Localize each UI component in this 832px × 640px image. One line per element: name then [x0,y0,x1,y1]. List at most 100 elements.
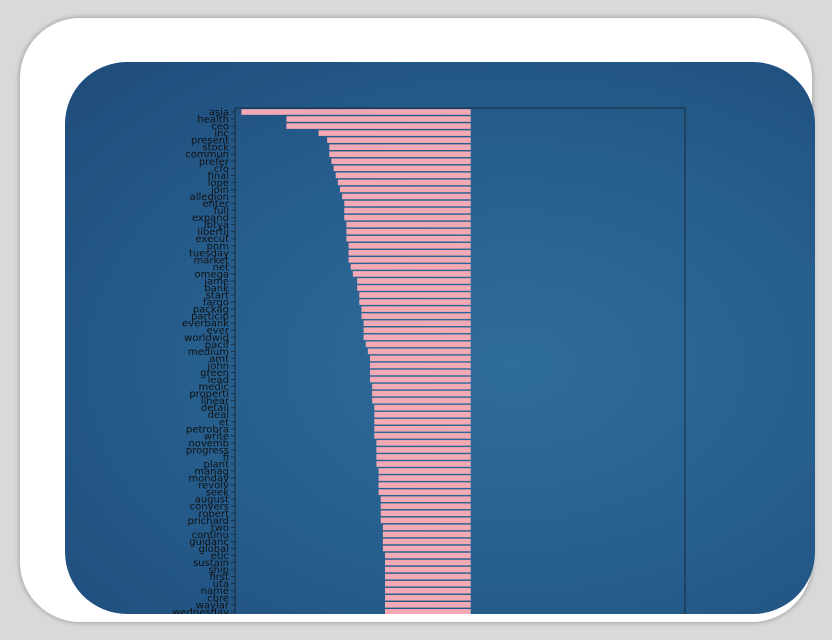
y-tick-label: present [191,136,229,147]
bar-august [380,496,471,502]
y-tick-label: uta [213,579,229,590]
y-tick-label: ship [208,565,229,576]
y-tick-label: prichard [188,516,229,527]
y-tick-label: everbank [182,319,229,330]
y-tick-label: john [206,361,229,372]
bar-chart: asiahealthceoincpresentstockcommunprefer… [172,107,686,615]
bar-monday [378,475,471,481]
y-tick-label: worldwid [184,333,229,344]
y-tick-label: plant [203,460,229,471]
y-tick-label: progress [186,445,229,456]
y-tick-label: lope [208,178,229,189]
y-tick-label: execut [196,234,230,245]
bar-particip [361,313,471,319]
bar-et [374,418,471,425]
y-tick-label: write [204,431,229,442]
y-ticks-group [231,111,235,613]
y-tick-label: detail [201,403,229,414]
bar-seek [378,489,471,495]
y-tick-label: etic [211,551,229,562]
y-tick-label: guidanc [189,537,229,548]
y-tick-label: health [197,115,229,126]
bar-amt [370,355,471,362]
y-tick-label: omega [195,269,230,280]
bar-robert [380,510,471,517]
y-tick-label: stock [202,143,229,154]
y-tick-label: final [207,171,229,182]
y-tick-label: deal [208,410,229,421]
bar-libertij [346,228,471,235]
bar-lbtya [346,221,471,228]
y-tick-label: august [195,495,229,506]
bar-write [374,433,471,439]
bar-revolv [378,482,471,488]
y-tick-label: wednesday [172,607,229,614]
bar-green [370,369,471,376]
bar-progress [376,447,471,453]
bar-cbre [385,594,471,601]
bar-wednesday [385,609,471,614]
bar-plant [376,461,471,467]
y-tick-label: inc [214,129,229,140]
bar-first [385,573,471,580]
bar-lead [370,376,471,383]
y-tick-label: prefer [199,157,230,168]
bar-packag [361,306,471,312]
y-tick-label: monday [188,474,229,485]
y-tick-label: bank [204,284,229,295]
bar-fargo [359,299,471,305]
y-tick-label: fargo [203,298,229,309]
bar-uta [385,580,471,587]
bar-health [286,116,471,122]
bar-fi [376,454,471,460]
bar-etic [385,552,471,559]
y-tick-label: start [206,291,229,302]
bar-market [348,257,471,263]
y-tick-label: robert [198,509,229,520]
bar-guidanc [382,538,471,545]
bar-present [327,137,471,143]
bar-asia [241,109,471,115]
bar-worldwid [363,334,471,341]
y-tick-label: linear [201,396,230,407]
y-tick-label: manag [194,467,229,478]
y-tick-label: expand [192,213,229,224]
y-tick-label: ceo [211,122,229,133]
y-tick-label: petrobra [186,424,229,435]
bar-linear [372,397,471,404]
bar-execut [346,235,471,242]
y-tick-label: libertij [197,227,229,238]
bar-tuesday [348,250,471,256]
y-tick-label: first [209,572,229,583]
bar-bank [357,285,471,291]
y-tick-label: et [219,417,229,428]
bar-john [370,362,471,369]
bar-jame [357,278,471,284]
bar-ever [363,327,471,334]
bar-continu [382,531,471,538]
bar-start [359,292,471,298]
y-tick-label: novemb [188,438,229,449]
y-tick-labels-group: asiahealthceoincpresentstockcommunprefer… [172,108,230,615]
bar-prefer [331,158,471,165]
bar-commun [329,151,471,158]
bar-prichard [380,517,471,524]
bar-global [382,545,471,552]
y-tick-label: seek [206,488,230,499]
bar-cfo [333,165,471,172]
bar-join [340,186,471,193]
bar-allegion [342,193,471,200]
y-tick-label: net [213,262,229,273]
y-tick-label: particip [191,312,229,323]
bar-ship [385,566,471,573]
bar-stock [329,144,471,150]
y-tick-label: cbre [207,593,229,604]
bar-deal [374,411,471,418]
y-tick-label: ever [207,326,230,337]
y-tick-label: fi [223,452,229,463]
bar-novemb [376,440,471,446]
bar-final [335,172,471,179]
y-tick-label: allegion [190,192,229,203]
y-tick-label: global [199,544,230,555]
y-tick-label: lead [208,375,229,386]
